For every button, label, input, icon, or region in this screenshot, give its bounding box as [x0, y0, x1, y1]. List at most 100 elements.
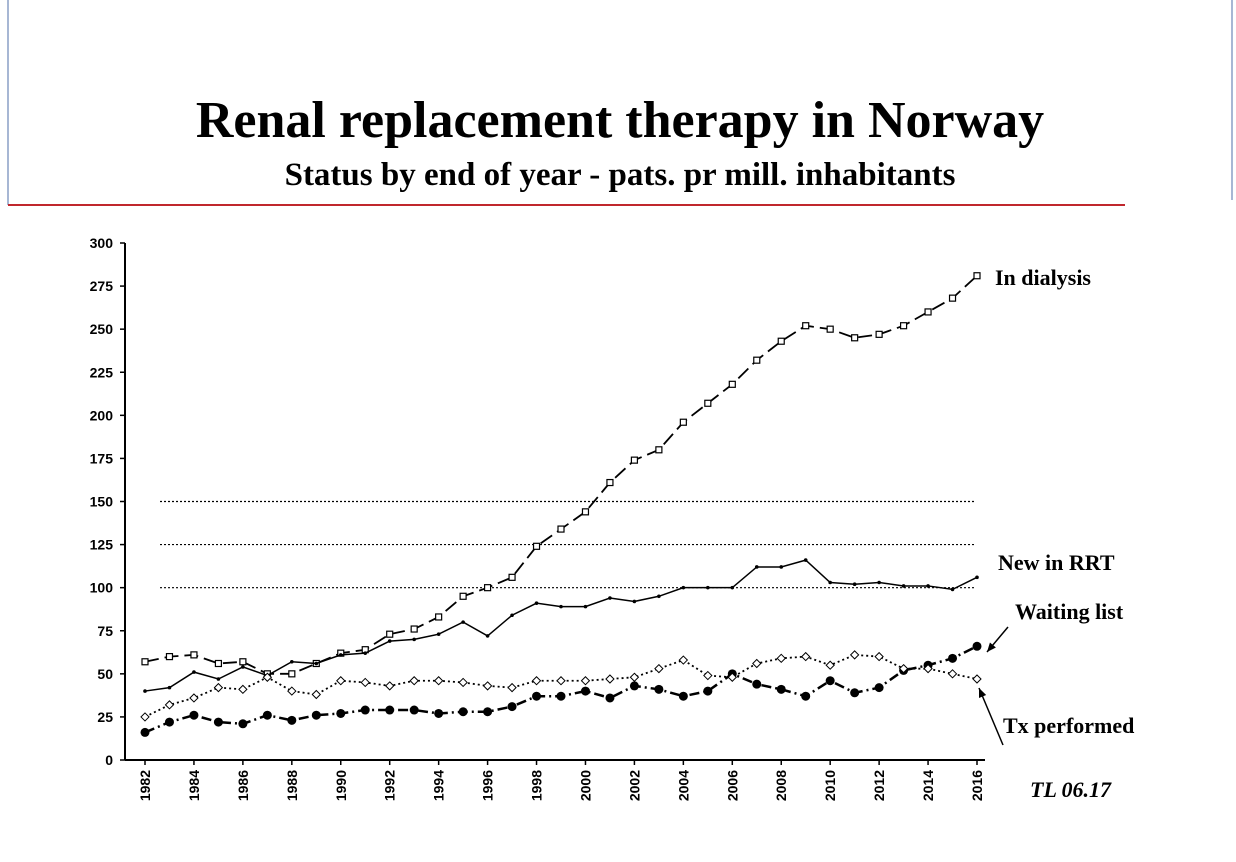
marker [654, 663, 664, 674]
y-tick-label: 275 [90, 278, 114, 294]
marker [679, 418, 687, 426]
marker [681, 585, 686, 590]
marker [852, 582, 857, 587]
y-tick-label: 300 [90, 235, 114, 251]
marker [704, 399, 712, 407]
marker [556, 691, 566, 701]
series-label: Waiting list [1015, 599, 1124, 624]
marker [556, 676, 566, 686]
marker [238, 684, 248, 695]
marker [678, 691, 688, 701]
marker [482, 681, 493, 691]
marker [826, 325, 834, 333]
marker [435, 613, 443, 621]
y-tick-label: 250 [90, 321, 114, 337]
marker [387, 639, 392, 643]
marker [877, 580, 881, 585]
marker [507, 682, 517, 693]
marker [483, 584, 492, 592]
marker [948, 294, 957, 302]
marker [825, 676, 835, 686]
marker [141, 658, 149, 666]
x-tick-label: 2002 [626, 770, 642, 801]
marker [703, 686, 713, 696]
y-tick-label: 125 [90, 537, 114, 553]
marker [532, 542, 541, 550]
marker [557, 525, 565, 533]
marker [874, 651, 884, 662]
marker [336, 676, 346, 686]
marker [287, 686, 297, 696]
marker [140, 712, 150, 722]
marker [875, 330, 883, 338]
x-tick-label: 1994 [431, 770, 447, 801]
marker [167, 685, 172, 690]
x-tick-label: 2006 [724, 770, 740, 801]
marker [801, 691, 811, 701]
marker [510, 613, 514, 618]
marker [923, 663, 933, 674]
chart-title: Renal replacement therapy in Norway [196, 92, 1044, 149]
series-line [144, 653, 978, 718]
marker [678, 655, 689, 665]
marker [581, 508, 590, 516]
x-tick-label: 2016 [969, 770, 985, 801]
series-label: New in RRT [998, 550, 1115, 575]
marker [287, 715, 297, 725]
marker [360, 705, 370, 715]
marker [363, 651, 368, 655]
marker [654, 684, 664, 694]
marker [532, 691, 542, 701]
y-tick-label: 175 [90, 450, 114, 466]
marker [972, 641, 982, 651]
marker [213, 717, 223, 727]
marker [384, 681, 395, 691]
x-tick-label: 1998 [529, 770, 545, 801]
arrow-head [987, 642, 996, 652]
marker [606, 478, 614, 487]
marker [559, 604, 563, 609]
marker [336, 708, 346, 718]
marker [507, 702, 517, 712]
x-tick-label: 1988 [284, 770, 300, 801]
marker [290, 659, 294, 664]
marker [216, 677, 221, 681]
marker [165, 652, 174, 661]
marker [189, 693, 199, 703]
marker [262, 672, 273, 682]
marker [580, 686, 590, 696]
marker [189, 710, 199, 720]
marker [828, 580, 832, 585]
marker [241, 665, 245, 669]
marker [630, 456, 639, 464]
marker [924, 308, 932, 316]
marker [238, 719, 248, 729]
marker [434, 708, 444, 718]
marker [164, 717, 174, 727]
marker [973, 272, 981, 280]
marker [777, 337, 785, 345]
marker [850, 688, 860, 698]
marker [629, 672, 640, 682]
marker [461, 620, 465, 624]
y-tick-label: 25 [97, 709, 113, 725]
marker [409, 676, 419, 686]
marker [580, 676, 591, 686]
marker [706, 585, 710, 590]
x-tick-label: 2004 [675, 770, 691, 801]
marker [412, 637, 416, 642]
y-tick-label: 50 [97, 666, 113, 682]
y-tick-label: 75 [97, 623, 113, 639]
x-tick-label: 2014 [920, 770, 936, 801]
x-tick-label: 1992 [382, 770, 398, 801]
y-tick-label: 0 [105, 752, 113, 768]
x-tick-label: 2010 [822, 770, 838, 801]
marker [262, 710, 272, 720]
x-tick-label: 1990 [333, 770, 349, 801]
marker [753, 356, 761, 364]
arrow-head [978, 688, 987, 698]
y-tick-label: 100 [90, 580, 114, 596]
note: TL 06.17 [1030, 777, 1112, 802]
arrow [978, 687, 1004, 746]
marker [311, 710, 321, 720]
